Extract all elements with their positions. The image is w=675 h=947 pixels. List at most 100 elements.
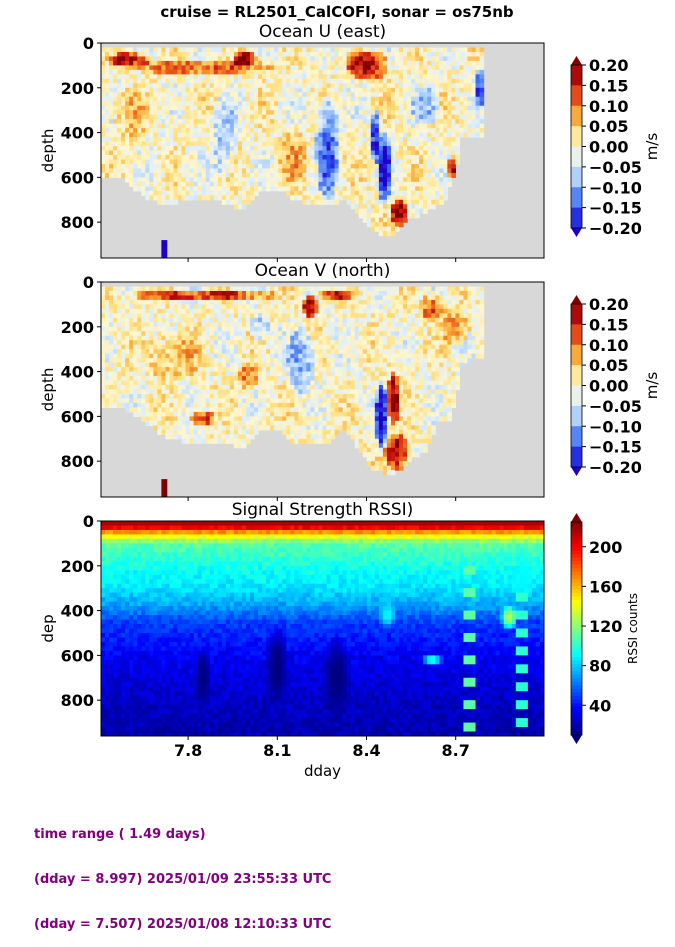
heatmap-cell bbox=[254, 159, 259, 164]
heatmap-cell bbox=[375, 119, 380, 124]
heatmap-cell bbox=[447, 65, 452, 70]
heatmap-cell bbox=[246, 182, 251, 187]
heatmap-cell bbox=[351, 204, 356, 209]
heatmap-cell bbox=[363, 200, 368, 205]
heatmap-cell bbox=[186, 106, 191, 111]
heatmap-cell bbox=[339, 97, 344, 102]
heatmap-cell bbox=[194, 124, 199, 129]
heatmap-cell bbox=[407, 119, 412, 124]
heatmap-cell bbox=[363, 119, 368, 124]
heatmap-cell bbox=[435, 124, 440, 129]
heatmap-cell bbox=[274, 173, 279, 178]
heatmap-cell bbox=[371, 191, 376, 196]
heatmap-cell bbox=[149, 146, 154, 151]
heatmap-cell bbox=[109, 119, 114, 124]
heatmap-cell bbox=[327, 137, 332, 142]
heatmap-cell bbox=[270, 70, 275, 75]
heatmap-cell bbox=[169, 313, 174, 318]
heatmap-cell bbox=[242, 204, 247, 209]
heatmap-cell bbox=[173, 309, 178, 314]
heatmap-cell bbox=[290, 128, 295, 133]
heatmap-cell bbox=[109, 340, 114, 345]
heatmap-cell bbox=[161, 385, 166, 390]
heatmap-cell bbox=[230, 322, 235, 327]
heatmap-cell bbox=[262, 390, 267, 395]
heatmap-cell bbox=[246, 336, 251, 341]
heatmap-cell bbox=[383, 74, 388, 79]
heatmap-cell bbox=[286, 416, 291, 421]
heatmap-cell bbox=[125, 385, 130, 390]
heatmap-cell bbox=[331, 106, 336, 111]
heatmap-cell bbox=[254, 367, 259, 372]
heatmap-cell bbox=[173, 336, 178, 341]
heatmap-cell bbox=[339, 164, 344, 169]
heatmap-cell bbox=[157, 349, 162, 354]
heatmap-cell bbox=[415, 177, 420, 182]
heatmap-cell bbox=[161, 376, 166, 381]
heatmap-cell bbox=[246, 164, 251, 169]
heatmap-cell bbox=[230, 390, 235, 395]
heatmap-cell bbox=[455, 124, 460, 129]
heatmap-cell bbox=[262, 97, 267, 102]
heatmap-cell bbox=[391, 200, 396, 205]
heatmap-cell bbox=[347, 97, 352, 102]
heatmap-cell bbox=[190, 322, 195, 327]
heatmap-cell bbox=[258, 155, 263, 160]
heatmap-cell bbox=[157, 300, 162, 305]
heatmap-cell bbox=[391, 227, 396, 232]
heatmap-cell bbox=[202, 336, 207, 341]
heatmap-cell bbox=[379, 79, 384, 84]
heatmap-cell bbox=[145, 407, 150, 412]
heatmap-cell bbox=[318, 164, 323, 169]
heatmap-cell bbox=[121, 340, 126, 345]
heatmap-cell bbox=[230, 182, 235, 187]
heatmap-cell bbox=[137, 407, 142, 412]
heatmap-cell bbox=[169, 304, 174, 309]
heatmap-cell bbox=[327, 92, 332, 97]
heatmap-cell bbox=[222, 304, 227, 309]
heatmap-cell bbox=[282, 416, 287, 421]
heatmap-cell bbox=[476, 101, 481, 106]
heatmap-cell bbox=[226, 173, 231, 178]
heatmap-cell bbox=[210, 416, 215, 421]
heatmap-cell bbox=[411, 204, 416, 209]
heatmap-cell bbox=[238, 385, 243, 390]
heatmap-cell bbox=[282, 88, 287, 93]
heatmap-cell bbox=[327, 79, 332, 84]
heatmap-cell bbox=[278, 92, 283, 97]
heatmap-cell bbox=[278, 367, 283, 372]
heatmap-cell bbox=[218, 128, 223, 133]
heatmap-cell bbox=[109, 164, 114, 169]
heatmap-cell bbox=[238, 372, 243, 377]
heatmap-cell bbox=[347, 200, 352, 205]
heatmap-cell bbox=[210, 56, 215, 61]
heatmap-cell bbox=[194, 349, 199, 354]
heatmap-cell bbox=[476, 70, 481, 75]
heatmap-cell bbox=[290, 354, 295, 359]
heatmap-cell bbox=[302, 101, 307, 106]
heatmap-cell bbox=[278, 177, 283, 182]
heatmap-cell bbox=[290, 331, 295, 336]
heatmap-cell bbox=[262, 164, 267, 169]
heatmap-cell bbox=[391, 61, 396, 66]
heatmap-cell bbox=[266, 358, 271, 363]
heatmap-cell bbox=[133, 155, 138, 160]
heatmap-cell bbox=[246, 358, 251, 363]
heatmap-cell bbox=[323, 92, 328, 97]
heatmap-cell bbox=[234, 430, 239, 435]
heatmap-cell bbox=[391, 182, 396, 187]
heatmap-cell bbox=[419, 146, 424, 151]
heatmap-cell bbox=[339, 61, 344, 66]
heatmap-cell bbox=[129, 119, 134, 124]
heatmap-cell bbox=[206, 304, 211, 309]
heatmap-cell bbox=[254, 74, 259, 79]
heatmap-cell bbox=[210, 164, 215, 169]
heatmap-cell bbox=[363, 146, 368, 151]
heatmap-cell bbox=[105, 309, 110, 314]
heatmap-cell bbox=[226, 385, 231, 390]
heatmap-cell bbox=[137, 322, 142, 327]
y-axis-label: depth bbox=[39, 129, 57, 173]
heatmap-cell bbox=[431, 137, 436, 142]
heatmap-cell bbox=[298, 434, 303, 439]
heatmap-cell bbox=[367, 92, 372, 97]
